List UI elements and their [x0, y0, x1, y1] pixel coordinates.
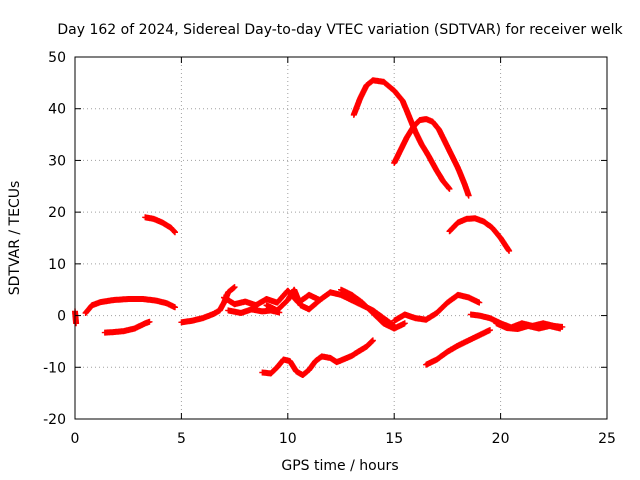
axis-ticks	[74, 56, 608, 420]
series-arc-n	[446, 215, 513, 254]
point-markers	[142, 214, 178, 236]
point-markers	[263, 286, 323, 314]
x-tick-label: 15	[385, 431, 403, 447]
grid-lines	[75, 57, 607, 419]
series-arc-o	[423, 327, 493, 368]
series-arc-e	[178, 284, 238, 326]
point-markers	[423, 327, 493, 368]
y-tick-label: 0	[57, 309, 66, 325]
x-tick-labels: 0 5 10 15 20 25	[71, 431, 616, 447]
x-axis-label: GPS time / hours	[281, 458, 398, 474]
point-markers	[259, 337, 376, 378]
x-tick-label: 0	[71, 431, 80, 447]
series-arc-a	[72, 308, 80, 327]
x-tick-label: 25	[598, 431, 616, 447]
point-markers	[391, 291, 483, 324]
point-markers	[178, 284, 238, 326]
data-points	[72, 77, 566, 378]
y-tick-label: -10	[43, 360, 66, 376]
point-markers	[72, 308, 80, 327]
series-arc-k	[350, 77, 453, 192]
y-tick-label: 30	[48, 153, 66, 169]
y-tick-label: 10	[48, 257, 66, 273]
series-arc-h	[259, 337, 376, 378]
x-tick-label: 10	[279, 431, 297, 447]
series-arc-b	[82, 296, 178, 316]
point-markers	[391, 116, 472, 199]
point-markers	[493, 320, 564, 332]
series-arc-q	[493, 320, 564, 332]
plot-frame	[74, 56, 608, 420]
point-markers	[350, 77, 453, 192]
x-tick-label: 20	[492, 431, 510, 447]
y-tick-label: 20	[48, 205, 66, 221]
point-markers	[446, 215, 513, 254]
series-arc-l	[391, 116, 472, 199]
x-tick-label: 5	[177, 431, 186, 447]
chart-title: Day 162 of 2024, Sidereal Day-to-day VTE…	[57, 22, 623, 38]
y-axis-label: SDTVAR / TECUs	[7, 181, 23, 296]
point-markers	[82, 296, 178, 316]
series-arc-d	[142, 214, 178, 236]
y-tick-label: -20	[43, 412, 66, 428]
y-tick-label: 50	[48, 50, 66, 66]
point-markers	[338, 286, 408, 332]
series-arc-c	[101, 318, 153, 336]
series-arc-i	[263, 286, 323, 314]
series-arc-j	[338, 286, 408, 332]
point-markers	[101, 318, 153, 336]
series-arc-m	[391, 291, 483, 324]
y-tick-label: 40	[48, 102, 66, 118]
y-tick-labels: -20 -10 0 10 20 30 40 50	[43, 50, 66, 428]
